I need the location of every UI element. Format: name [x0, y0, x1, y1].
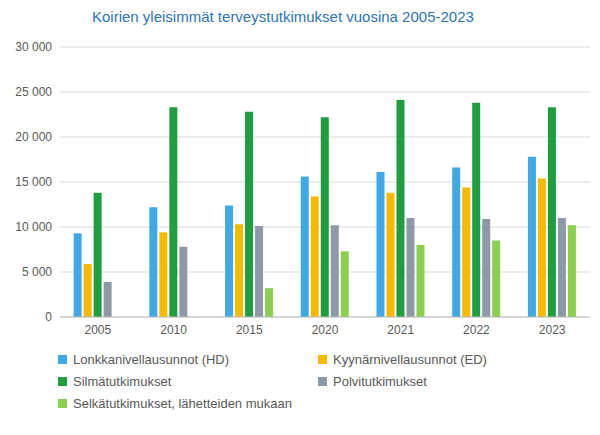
svg-text:5 000: 5 000 — [22, 265, 52, 279]
html-text:Kyynärnivellausunnot (ED): Kyynärnivellausunnot (ED) — [333, 352, 487, 367]
html-text:Koirien yleisimmät terveystutk: Koirien yleisimmät terveystutkimukset vu… — [92, 8, 474, 25]
svg-text:20 000: 20 000 — [15, 130, 52, 144]
svg-text:2020: 2020 — [312, 323, 339, 337]
svg-text:2015: 2015 — [236, 323, 263, 337]
svg-text:15 000: 15 000 — [15, 175, 52, 189]
svg-text:2023: 2023 — [539, 323, 566, 337]
svg-text:2010: 2010 — [160, 323, 187, 337]
html-text:Lonkkanivellausunnot (HD): Lonkkanivellausunnot (HD) — [73, 352, 230, 367]
svg-text:2021: 2021 — [387, 323, 414, 337]
svg-text:30 000: 30 000 — [15, 40, 52, 54]
svg-text:0: 0 — [45, 310, 52, 324]
html-text:Silmätutkimukset: Silmätutkimukset — [73, 374, 172, 389]
svg-text:2005: 2005 — [85, 323, 112, 337]
html-text:Selkätutkimukset, lähetteiden: Selkätutkimukset, lähetteiden mukaan — [73, 396, 292, 411]
svg-text:10 000: 10 000 — [15, 220, 52, 234]
html-text:Polvitutkimukset: Polvitutkimukset — [333, 374, 427, 389]
svg-text:2022: 2022 — [463, 323, 490, 337]
svg-text:25 000: 25 000 — [15, 85, 52, 99]
